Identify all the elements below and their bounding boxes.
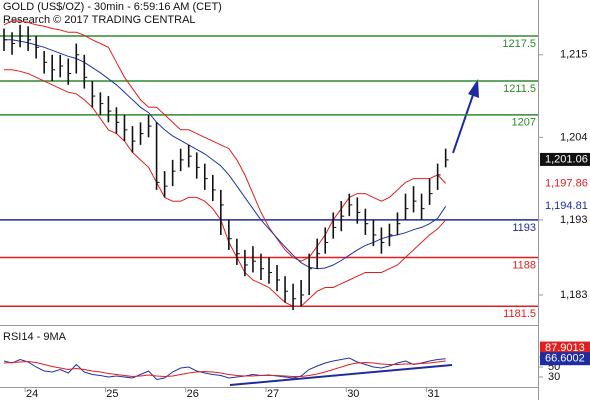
price-tag <box>540 152 590 166</box>
rsi-tick-label: 30 <box>548 371 560 383</box>
y-tick-label: 1,204 <box>560 131 588 143</box>
indicator-line <box>4 39 447 270</box>
rsi-trend-line <box>229 364 453 386</box>
price-tag <box>540 176 590 190</box>
x-tick-label: 26 <box>187 388 199 400</box>
rsi-tag-label: 66.6002 <box>545 353 585 365</box>
x-tick-label: 31 <box>427 388 439 400</box>
x-tick-label: 24 <box>26 388 38 400</box>
arrow-head <box>468 79 479 98</box>
trend-arrow <box>452 91 475 154</box>
y-tick-label: 1,215 <box>560 49 588 61</box>
indicator-line <box>4 69 447 307</box>
price-tag-label: 1,194.81 <box>545 200 588 212</box>
chart-title: GOLD (US$/OZ) - 30min - 6:59:16 AM (CET) <box>3 1 222 13</box>
y-tick-label: 1,183 <box>560 289 588 301</box>
chart-subtitle: Research © 2017 TRADING CENTRAL <box>3 14 196 26</box>
rsi-tag-label: 87.9013 <box>545 342 585 354</box>
price-tag-label: 1,201.06 <box>545 153 588 165</box>
rsi-line <box>3 360 446 378</box>
y-tick-label: 1,193 <box>560 214 588 226</box>
level-label: 1211.5 <box>503 83 536 95</box>
x-tick-label: 25 <box>106 388 118 400</box>
indicator-line <box>3 20 447 262</box>
rsi-tag <box>540 341 590 355</box>
level-label: 1181.5 <box>503 308 536 320</box>
price-tag <box>540 199 590 213</box>
rsi-line <box>3 357 446 381</box>
rsi-title: RSI14 - 9MA <box>3 331 67 343</box>
x-tick-label: 27 <box>267 388 279 400</box>
price-tag-label: 1,197.86 <box>545 177 588 189</box>
x-tick-label: 30 <box>347 388 359 400</box>
rsi-tag <box>540 352 590 366</box>
level-label: 1217.5 <box>502 38 536 50</box>
level-label: 1188 <box>512 259 536 271</box>
level-label: 1193 <box>512 222 536 234</box>
level-label: 1207 <box>512 117 536 129</box>
